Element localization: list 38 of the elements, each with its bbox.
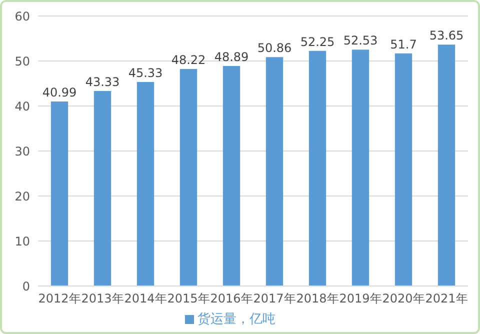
y-tick-label: 30 <box>14 144 30 158</box>
data-label: 40.99 <box>42 86 77 100</box>
data-label: 43.33 <box>85 75 120 90</box>
x-tick-label: 2014年 <box>124 292 167 306</box>
data-label: 48.89 <box>214 50 249 64</box>
y-tick-label: 50 <box>14 54 30 68</box>
data-label: 51.7 <box>390 37 417 52</box>
data-label: 48.22 <box>171 53 206 68</box>
x-tick-label: 2015年 <box>167 292 210 306</box>
data-label: 52.25 <box>300 34 335 49</box>
data-label: 45.33 <box>128 66 163 80</box>
y-tick-label: 60 <box>14 9 30 24</box>
bar <box>438 44 456 286</box>
bar <box>94 91 112 286</box>
x-tick-label: 2017年 <box>253 292 296 306</box>
bar <box>50 102 68 286</box>
bar <box>352 50 370 286</box>
bar <box>222 66 240 286</box>
y-tick-label: 10 <box>14 234 30 248</box>
y-tick-label: 0 <box>22 279 30 294</box>
x-tick-label: 2018年 <box>296 292 339 306</box>
bar <box>136 82 154 286</box>
data-label: 53.65 <box>429 28 464 43</box>
x-tick-label: 2013年 <box>81 292 124 306</box>
data-label: 52.53 <box>343 34 378 48</box>
x-tick-label: 2020年 <box>382 292 425 306</box>
x-tick-label: 2016年 <box>210 292 253 306</box>
y-tick-label: 40 <box>14 99 30 114</box>
y-tick-label: 20 <box>14 189 30 204</box>
bar <box>394 53 412 286</box>
legend-label: 货运量，亿吨 <box>198 312 276 327</box>
bar <box>266 57 284 286</box>
x-tick-label: 2012年 <box>38 292 81 306</box>
data-label: 50.86 <box>257 41 292 56</box>
bar <box>308 50 326 286</box>
x-tick-label: 2019年 <box>339 292 382 306</box>
x-tick-label: 2021年 <box>425 292 468 306</box>
bar <box>180 69 198 286</box>
